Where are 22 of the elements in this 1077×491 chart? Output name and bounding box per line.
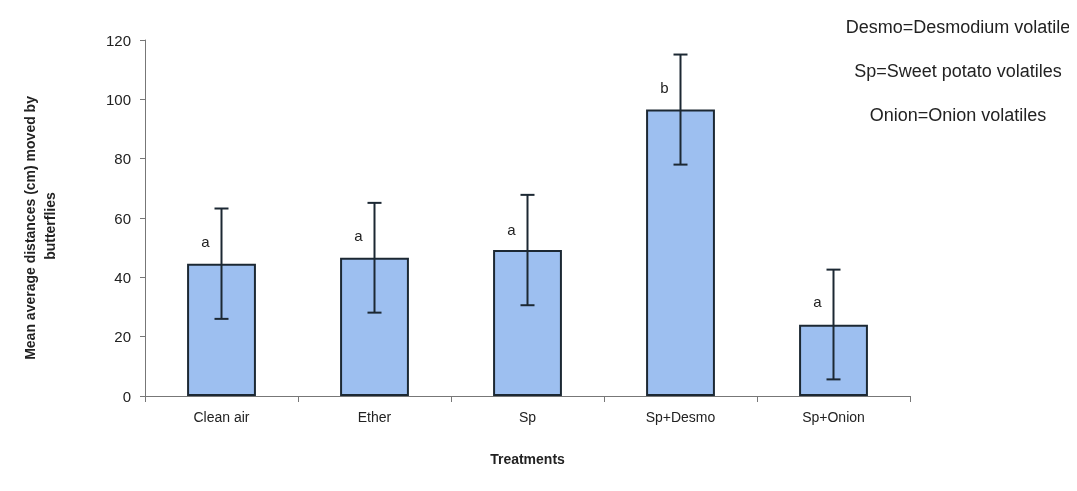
annotation: a <box>813 292 823 310</box>
annotation: Onion=Onion volatiles <box>869 105 1047 125</box>
x-tick-label: Ether <box>357 409 392 425</box>
annotation: Sp=Sweet potato volatiles <box>854 61 1062 81</box>
annotation: a <box>201 233 211 251</box>
y-tick-label: 40 <box>114 268 131 286</box>
y-tick-label: 120 <box>105 31 131 49</box>
annotation: b <box>660 78 669 96</box>
annotation: a <box>507 221 517 239</box>
text: Desmo=Desmodium volatile <box>845 17 1071 37</box>
x-tick-label: Sp+Desmo <box>645 409 716 425</box>
x-axis-title: Treatments <box>490 451 566 467</box>
y-tick-label: 80 <box>114 150 131 168</box>
y-axis-title: Mean average distances (cm) moved by butterflies <box>22 92 58 360</box>
x-tick-label: Sp <box>518 409 537 425</box>
x-tick-label: Sp+Onion <box>802 409 865 425</box>
y-tick-label: 60 <box>114 209 131 227</box>
annotation: a <box>354 227 364 245</box>
x-tick-label: Clean air <box>193 409 250 425</box>
y-tick-label: 100 <box>105 90 131 108</box>
y-tick-label: 0 <box>122 387 131 405</box>
y-tick-label: 20 <box>114 328 131 346</box>
